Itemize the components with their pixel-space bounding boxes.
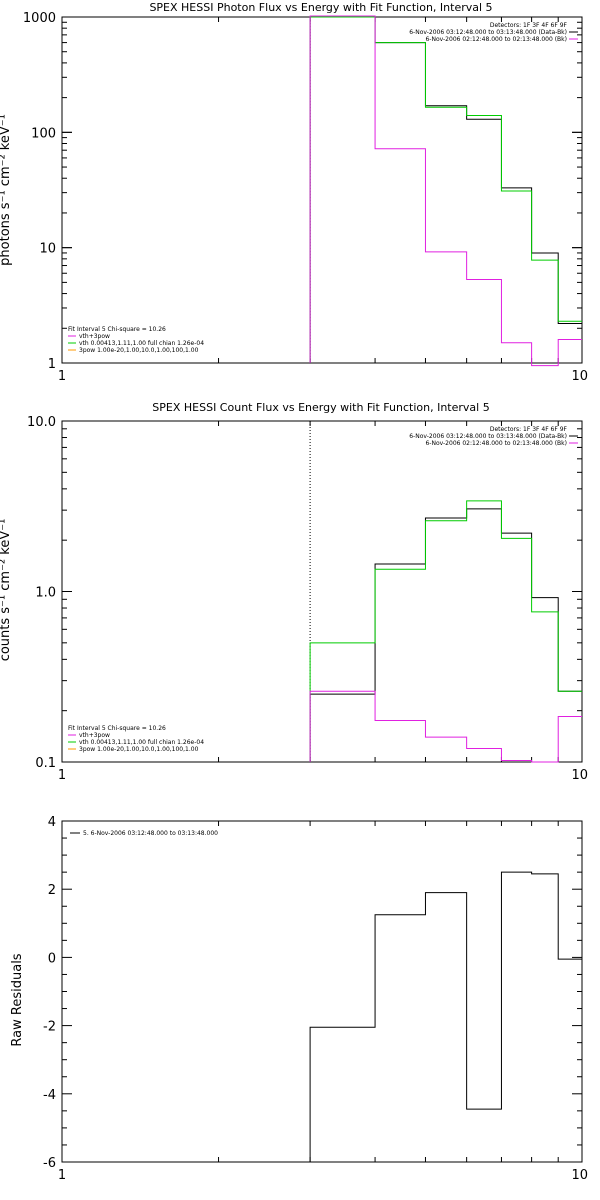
panel3-y-tick-label: -4	[43, 1088, 56, 1103]
panel1-y-tick-label: 1000	[23, 11, 56, 26]
panel2-legend-top-right-text: Detectors: 1F 3F 4F 6F 9F	[490, 426, 568, 433]
panel1-y-tick-label: 100	[31, 126, 56, 141]
panel2-legend-bottom-left-text: Fit Interval 5 Chi-square = 10.26	[68, 725, 166, 732]
panel2-y-tick-label: 10.0	[27, 415, 56, 430]
panel2-ylabel: counts s⁻¹ cm⁻² keV⁻¹	[0, 519, 13, 662]
panel2-legend-bottom-left-text: 3pow 1.00e-20,1.00,10.0,1.00,100,1.00	[79, 746, 199, 753]
panel1-y-tick-label: 1	[48, 357, 56, 372]
panel3-ylabel: Raw Residuals	[10, 953, 25, 1046]
panel2-x-tick-label: 10	[571, 768, 588, 783]
panel1-legend-top-right-text: 6-Nov-2006 03:12:48.000 to 03:13:48.000 …	[409, 29, 567, 36]
panel1-title: SPEX HESSI Photon Flux vs Energy with Fi…	[149, 1, 492, 14]
panel2-legend-top-right-text: 6-Nov-2006 02:12:48.000 to 02:13:48.000 …	[425, 440, 567, 447]
panel1-y-tick-label: 10	[39, 242, 56, 257]
panel3-x-tick-label: 10	[571, 1168, 588, 1183]
panel3-y-tick-label: -6	[43, 1156, 56, 1171]
panel2-series-2-line	[309, 500, 582, 762]
panel3-y-tick-label: 2	[48, 883, 56, 898]
panel1-x-tick-label: 1	[58, 369, 66, 384]
panel3-y-tick-label: 0	[48, 951, 56, 966]
panel2-title: SPEX HESSI Count Flux vs Energy with Fit…	[152, 401, 489, 414]
panel1-ylabel: photons s⁻¹ cm⁻² keV⁻¹	[0, 114, 13, 266]
panel1-legend-bottom-left-text: 3pow 1.00e-20,1.00,10.0,1.00,100,1.00	[79, 347, 199, 354]
panel3-x-tick-label: 1	[58, 1168, 66, 1183]
panel3-legend-top-left-text: 5. 6-Nov-2006 03:12:48.000 to 03:13:48.0…	[83, 830, 218, 837]
panel3-y-tick-label: -2	[43, 1020, 56, 1035]
panel2-y-tick-label: 1.0	[35, 586, 56, 601]
panel2-series-3-line	[309, 690, 582, 763]
panel2-x-tick-label: 1	[58, 768, 66, 783]
panel2-legend-top-right-text: 6-Nov-2006 03:12:48.000 to 03:13:48.000 …	[409, 433, 567, 440]
panel1-legend-bottom-left-text: vth 0.00413,1.11,1.00 full chian 1.26e-0…	[79, 340, 204, 347]
panel2-legend-bottom-left-text: vth+3pow	[79, 732, 110, 739]
panel1-legend-top-right-text: Detectors: 1F 3F 4F 6F 9F	[490, 22, 568, 29]
panel2-legend-bottom-left-text: vth 0.00413,1.11,1.00 full chian 1.26e-0…	[79, 739, 204, 746]
panel1-legend-top-right-text: 6-Nov-2006 02:12:48.000 to 02:13:48.000 …	[425, 36, 567, 43]
panel3-series-1-line	[309, 871, 582, 1162]
panel3-y-tick-label: 4	[48, 815, 56, 830]
panel1-legend-bottom-left-text: vth+3pow	[79, 333, 110, 340]
panel1-x-tick-label: 10	[571, 369, 588, 384]
panel1-legend-bottom-left-text: Fit Interval 5 Chi-square = 10.26	[68, 326, 166, 333]
panel1-series-3-line	[309, 15, 582, 367]
panel2-y-tick-label: 0.1	[35, 756, 56, 771]
